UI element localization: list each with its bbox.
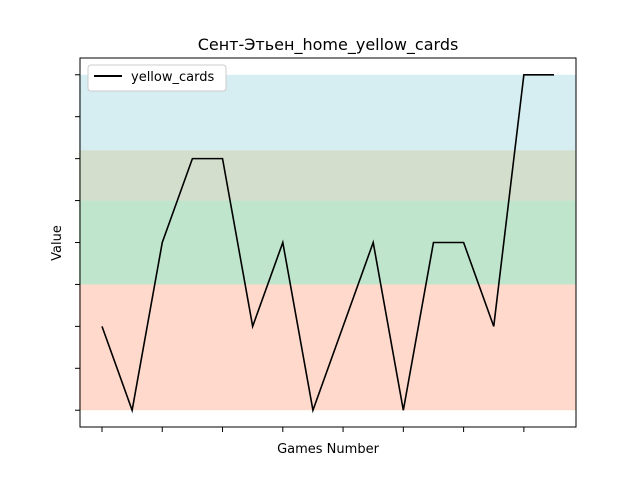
series-lines	[101, 73, 555, 414]
y-axis-label: Value	[50, 225, 65, 261]
x-axis-label: Games Number	[277, 442, 379, 457]
legend-box	[87, 64, 227, 92]
legend-label-yellow-cards: yellow_cards	[131, 70, 214, 85]
band-2	[78, 150, 577, 201]
band-0	[78, 284, 577, 411]
band-1	[78, 200, 577, 285]
legend: yellow_cards	[87, 64, 227, 92]
series-line-yellow-cards	[101, 73, 555, 414]
chart-title: Сент-Этьен_home_yellow_cards	[198, 35, 459, 55]
plot-frame	[79, 57, 577, 428]
background-bands	[78, 74, 577, 411]
x-axis-ticks	[101, 427, 525, 432]
y-axis-ticks	[75, 74, 80, 411]
